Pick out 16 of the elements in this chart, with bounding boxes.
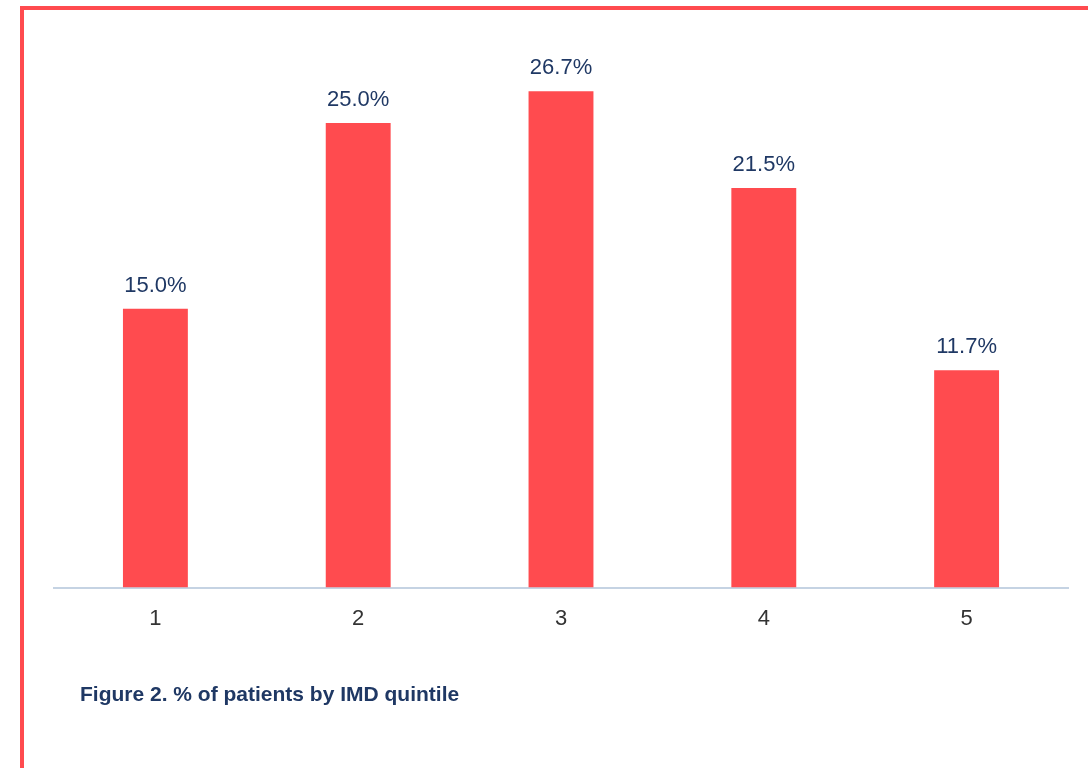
x-tick-label: 3	[554, 604, 568, 630]
bar	[528, 91, 594, 588]
caption: Figure 2. % of patients by IMD quintile	[80, 682, 460, 706]
bar	[325, 122, 391, 588]
bar	[934, 370, 1000, 588]
bar	[122, 308, 188, 588]
x-tick-label: 5	[960, 604, 973, 630]
data-label: 21.5%	[732, 151, 795, 177]
data-label: 26.7%	[529, 54, 593, 80]
x-tick-label: 4	[757, 604, 770, 630]
data-label: 11.7%	[936, 333, 997, 359]
data-label: 15.0%	[124, 271, 187, 297]
data-label: 25.0%	[327, 86, 390, 111]
x-tick-label: 2	[352, 604, 365, 630]
x-tick-label: 1	[149, 604, 162, 630]
bar	[731, 187, 797, 588]
